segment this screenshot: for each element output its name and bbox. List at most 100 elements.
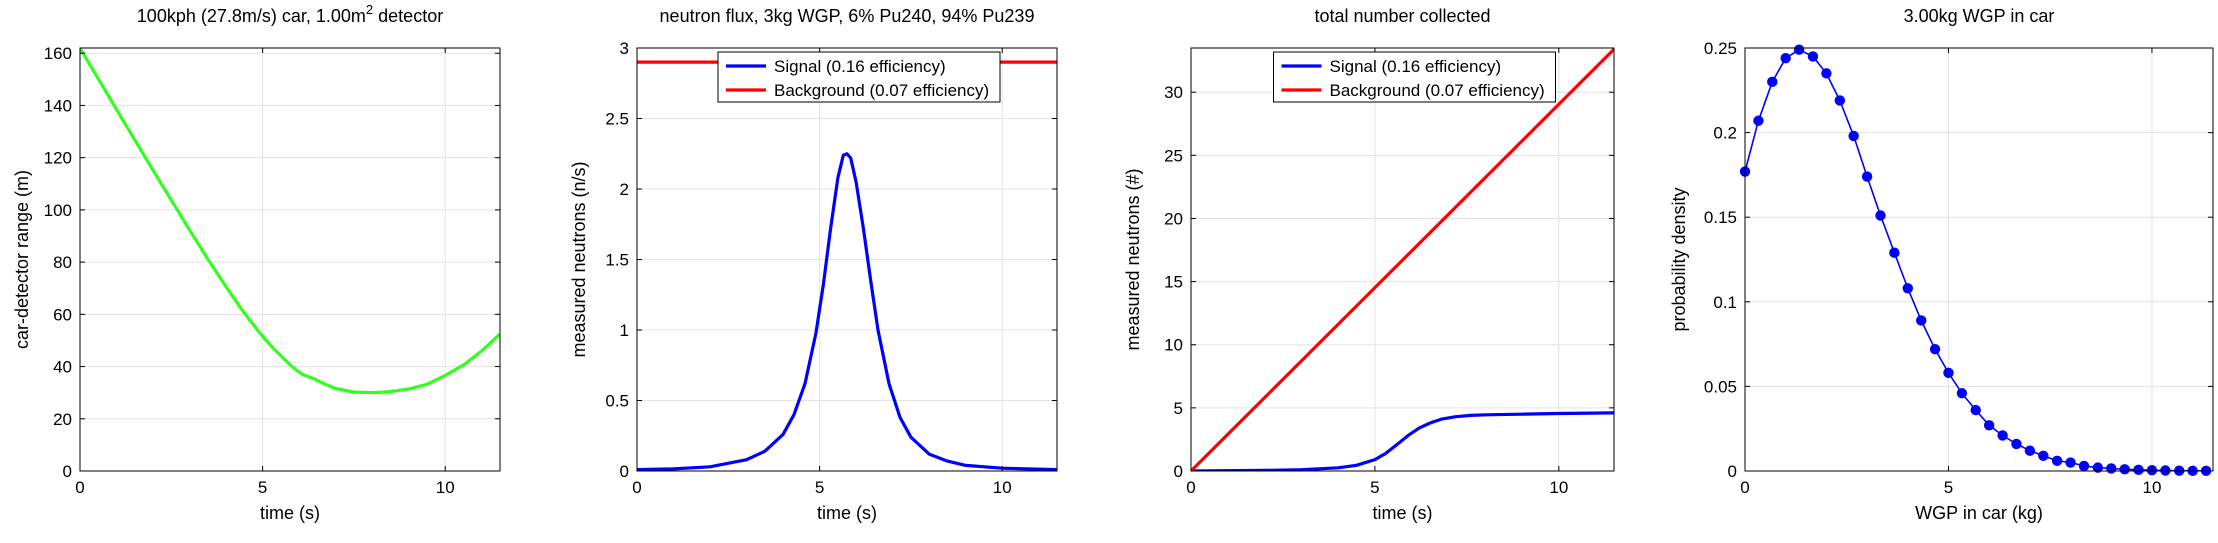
y-tick-label: 140 [44,96,72,115]
y-tick-label: 20 [53,410,72,429]
axes-box [1190,47,1615,472]
data-point-20 [1997,430,2008,441]
data-point-29 [2119,464,2130,475]
legend: Signal (0.16 efficiency) Background (0.07… [1273,51,1556,103]
data-point-13 [1902,283,1913,294]
data-point-24 [2051,455,2063,467]
data-point-15 [1929,343,1941,355]
legend-box [717,51,1001,103]
legend-entry-label: Signal (0.16 efficiency) [1330,57,1502,76]
y-tick-label: 0 [63,462,72,481]
y-tick-label: 120 [44,149,72,168]
data-point-17 [1956,387,1968,399]
data-point-27 [2092,462,2104,473]
x-tick-label: 0 [1740,478,1749,497]
data-point-18 [1970,404,1981,416]
y-tick-label: 5 [1174,399,1183,418]
y-tick-label: 2 [620,180,629,199]
x-tick-label: 10 [993,478,1012,497]
series-line-1 [637,152,1057,471]
legend-box [1273,51,1556,103]
data-point-9 [1848,130,1859,142]
x-tick-label: 10 [436,478,455,497]
data-point-14 [1916,315,1927,326]
x-tick-label: 0 [632,478,641,497]
data-point-10 [1861,171,1873,182]
y-axis-label: probability density [1669,187,1689,331]
y-tick-label: 0 [620,462,629,481]
data-point-16 [1943,367,1954,379]
y-axis-label: car-detector range (m) [12,170,32,349]
data-point-11 [1875,210,1886,221]
series-line-1 [1191,411,1614,471]
y-tick-label: 160 [44,44,72,63]
chart-title: total number collected [1314,6,1490,26]
y-tick-label: 0.5 [605,392,629,411]
data-point-19 [1983,420,1995,431]
axes-box [79,47,501,472]
legend-entry-label: Background (0.07 efficiency) [774,81,989,100]
y-tick-label: 2.5 [605,110,629,129]
x-axis-label: time (s) [817,503,877,523]
x-tick-label: 5 [258,478,267,497]
plot-area [1745,48,2213,471]
y-tick-label: 0.05 [1704,377,1737,396]
chart-panel-2: 0 5 10 0 0.5 1 1.5 2 2.5 3 neutron flux, 3kg WGP, … [569,6,1058,523]
x-axis-label: WGP in car (kg) [1915,503,2043,523]
y-tick-label: 100 [44,201,72,220]
chart-panel-4: 0 5 10 0 0.05 0.1 0.15 0.2 0.25 3.00kg WGP in car… [1669,6,2214,523]
data-point-21 [2011,438,2022,450]
y-tick-label: 0.1 [1713,293,1737,312]
legend-entry-label: Background (0.07 efficiency) [1330,81,1545,100]
data-point-6 [1807,51,1819,62]
y-tick-label: 0 [1174,462,1183,481]
data-point-25 [2065,457,2076,468]
x-tick-label: 5 [815,478,824,497]
chart-title: 100kph (27.8m/s) car, 1.00m2 detector [137,2,443,26]
legend: Signal (0.16 efficiency) Background (0.07… [717,51,1001,103]
y-tick-label: 3 [620,39,629,58]
y-tick-label: 1 [620,321,629,340]
chart-title: 3.00kg WGP in car [1904,6,2055,26]
data-point-2 [1753,115,1764,126]
x-tick-label: 5 [1944,478,1953,497]
y-axis-label: measured neutrons (#) [1123,168,1143,350]
chart-title: neutron flux, 3kg WGP, 6% Pu240, 94% Pu2… [660,6,1035,26]
y-tick-label: 40 [53,358,72,377]
chart-panel-3: 0 5 10 0 5 10 15 20 25 30 total number collected ti… [1123,6,1615,523]
data-point-7 [1821,68,1832,79]
data-point-3 [1767,76,1778,88]
y-tick-label: 0.15 [1704,208,1737,227]
data-point-28 [2106,463,2117,474]
x-tick-label: 5 [1370,478,1379,497]
x-axis-label: time (s) [260,503,320,523]
y-tick-label: 80 [53,253,72,272]
x-tick-label: 10 [1549,478,1568,497]
data-point-4 [1780,52,1791,64]
y-tick-label: 60 [53,305,72,324]
data-point-5 [1793,44,1805,55]
data-point-8 [1834,95,1846,106]
x-tick-label: 0 [75,478,84,497]
y-tick-label: 20 [1164,209,1183,228]
data-point-12 [1889,247,1900,258]
plot-area [80,48,500,471]
data-point-32 [2160,465,2171,476]
data-point-23 [2038,450,2049,461]
axes-box [1744,47,2214,472]
y-tick-label: 0.25 [1704,39,1737,58]
y-tick-label: 30 [1164,83,1183,102]
series-line-2 [1191,48,1614,471]
legend-entry-label: Signal (0.16 efficiency) [774,57,946,76]
y-tick-label: 25 [1164,146,1183,165]
x-axis-label: time (s) [1373,503,1433,523]
data-point-30 [2133,464,2144,476]
y-axis-label: measured neutrons (n/s) [569,161,589,357]
y-tick-label: 10 [1164,336,1183,355]
y-tick-label: 15 [1164,273,1183,292]
data-point-26 [2078,460,2090,472]
x-tick-label: 0 [1186,478,1195,497]
x-tick-label: 10 [2142,478,2161,497]
